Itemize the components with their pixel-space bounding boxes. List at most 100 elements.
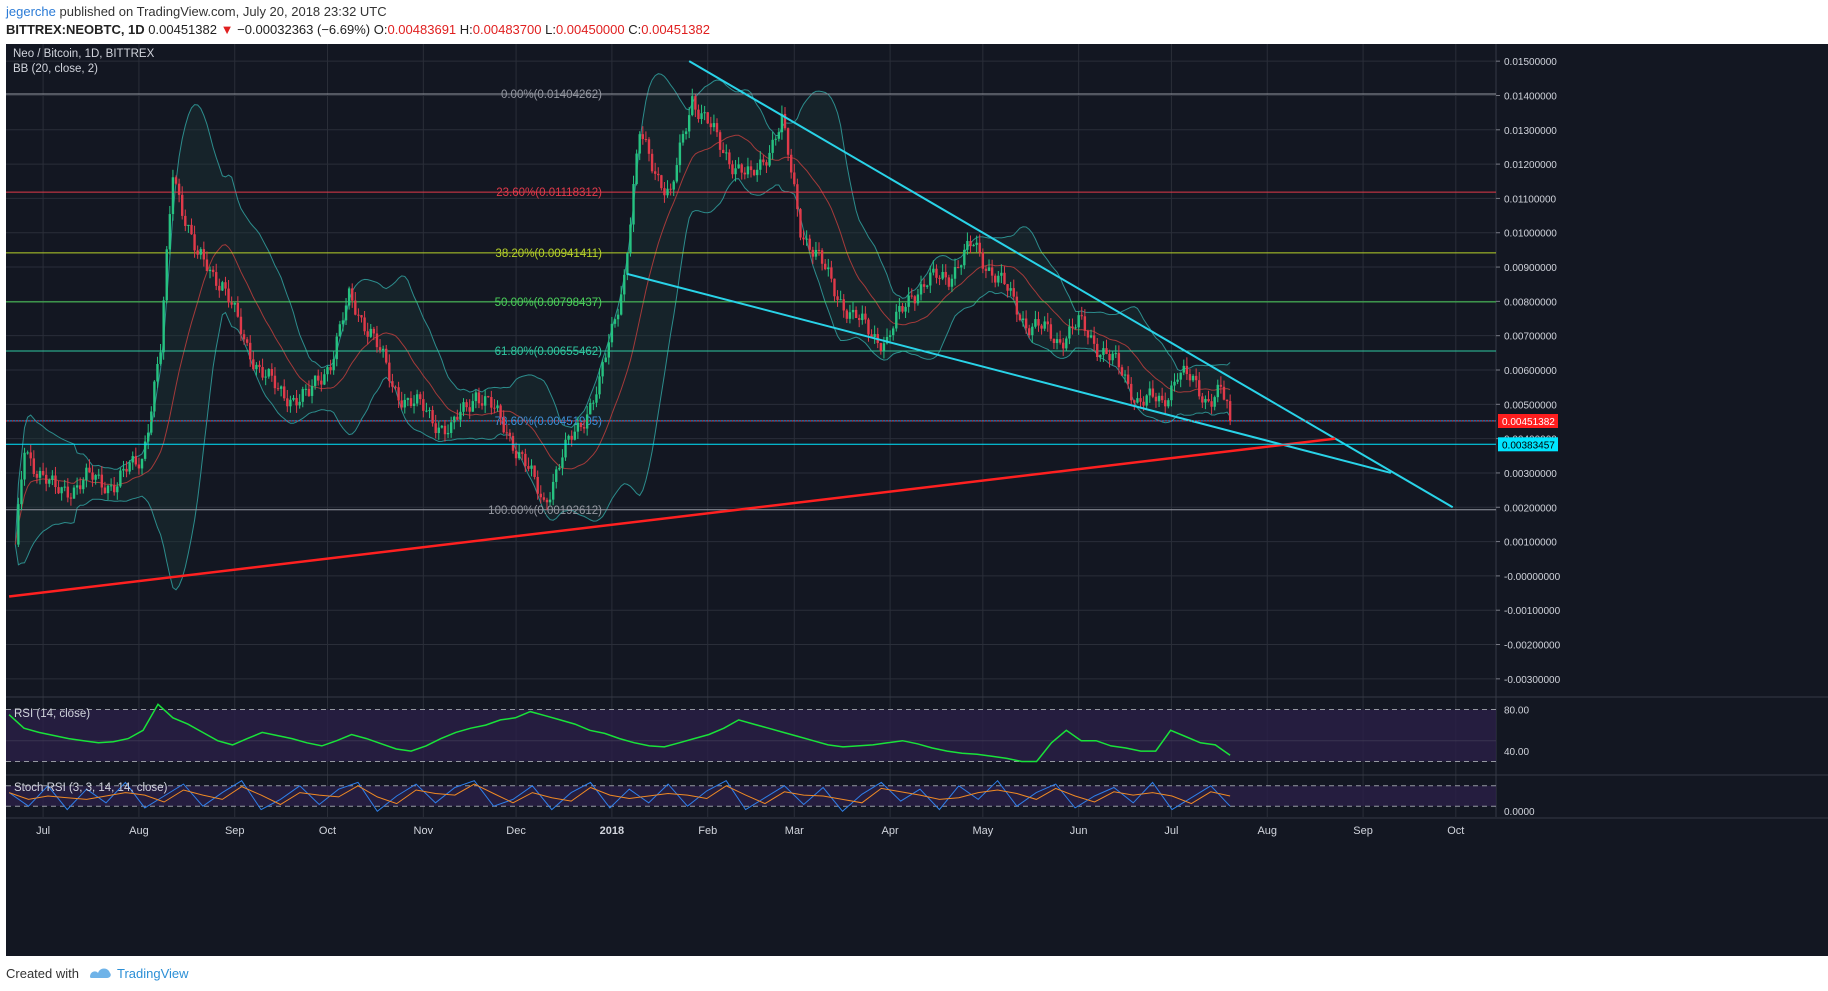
candle-body	[1111, 353, 1114, 361]
candle	[616, 308, 620, 327]
candle	[1099, 354, 1102, 362]
candle-body	[78, 485, 82, 490]
candle-body	[1182, 365, 1185, 373]
candle	[786, 127, 790, 161]
chart-svg[interactable]: 0.00%(0.01404262) 23.60%(0.01118312) 38.20…	[6, 44, 1828, 956]
candle-body	[780, 113, 784, 133]
candle-body	[978, 242, 981, 253]
candle-body	[672, 181, 675, 190]
candle	[904, 302, 907, 318]
candle-body	[981, 252, 985, 269]
candle	[422, 391, 425, 418]
candle-body	[1133, 400, 1136, 403]
candle	[279, 385, 283, 397]
candle-body	[941, 271, 944, 279]
candle	[854, 306, 858, 319]
candle	[604, 353, 607, 363]
candle-body	[947, 277, 951, 287]
candle-body	[524, 453, 527, 467]
candle-body	[1170, 385, 1173, 401]
candle	[610, 316, 614, 348]
candle-body	[827, 267, 830, 270]
candle	[950, 274, 954, 293]
candle	[137, 457, 141, 475]
symbol-label: BITTREX:NEOBTC, 1D	[6, 22, 145, 37]
candle	[17, 497, 20, 548]
candle-body	[1151, 388, 1155, 397]
candle	[63, 479, 66, 492]
candle	[666, 180, 669, 198]
candle	[91, 465, 94, 487]
candle-body	[623, 274, 626, 295]
candle	[916, 288, 920, 306]
candle-body	[953, 266, 957, 279]
candle	[177, 178, 181, 203]
candle-body	[734, 168, 737, 175]
candle-body	[245, 339, 249, 343]
candle	[168, 205, 172, 255]
candle	[511, 432, 515, 454]
candle	[783, 107, 787, 131]
created-with-text: Created with	[6, 966, 79, 981]
candle-body	[128, 462, 131, 472]
candle-body	[585, 414, 589, 429]
candle	[762, 155, 765, 166]
x-tick-label: Jun	[1070, 825, 1088, 837]
chart-area[interactable]: 0.00%(0.01404262) 23.60%(0.01118312) 38.20…	[6, 44, 1828, 956]
candle-body	[854, 309, 858, 318]
candle-body	[1018, 314, 1022, 321]
candle-body	[755, 169, 759, 176]
candle-body	[632, 184, 635, 225]
candle	[428, 407, 431, 419]
candle	[718, 130, 722, 157]
candle-body	[740, 164, 743, 173]
candle	[468, 399, 471, 419]
candle-body	[1160, 395, 1164, 401]
candles	[17, 88, 1232, 548]
bb-legend: BB (20, close, 2)	[13, 63, 98, 75]
candle-body	[205, 259, 209, 272]
candle-body	[613, 319, 617, 324]
tradingview-link[interactable]: TradingView	[117, 966, 189, 981]
candle	[51, 470, 54, 486]
candle-body	[502, 417, 505, 433]
candle-body	[317, 375, 320, 381]
candle	[922, 278, 926, 294]
candle	[1216, 379, 1219, 403]
candle	[1123, 370, 1127, 383]
candle-body	[1198, 380, 1201, 397]
candle-body	[1058, 339, 1062, 343]
candle	[929, 265, 932, 294]
candle-body	[422, 399, 425, 411]
candle	[304, 384, 308, 396]
candle	[143, 435, 147, 462]
candle	[215, 263, 218, 291]
candle-body	[777, 132, 781, 139]
candle-body	[768, 152, 771, 166]
down-arrow-icon: ▼	[220, 22, 234, 37]
candle	[530, 459, 533, 477]
candle	[536, 470, 539, 500]
candle	[187, 224, 190, 233]
candle-body	[366, 331, 369, 337]
candle	[644, 131, 648, 143]
candle	[524, 448, 527, 473]
candle-body	[193, 234, 196, 251]
candle-body	[116, 486, 119, 493]
candle-body	[301, 389, 304, 402]
candle-body	[521, 452, 524, 454]
candle-body	[691, 96, 694, 116]
author-link[interactable]: jegerche	[6, 4, 56, 19]
candle-body	[1167, 400, 1170, 407]
candle	[932, 260, 935, 276]
candle-body	[341, 320, 345, 325]
candle-body	[542, 497, 546, 500]
candle	[360, 315, 363, 323]
candle-body	[487, 396, 490, 398]
candle-body	[218, 285, 221, 291]
candle-body	[276, 388, 280, 390]
candle	[1210, 393, 1213, 415]
candle-body	[1077, 315, 1080, 328]
candle	[1194, 368, 1198, 388]
candle	[752, 169, 756, 177]
